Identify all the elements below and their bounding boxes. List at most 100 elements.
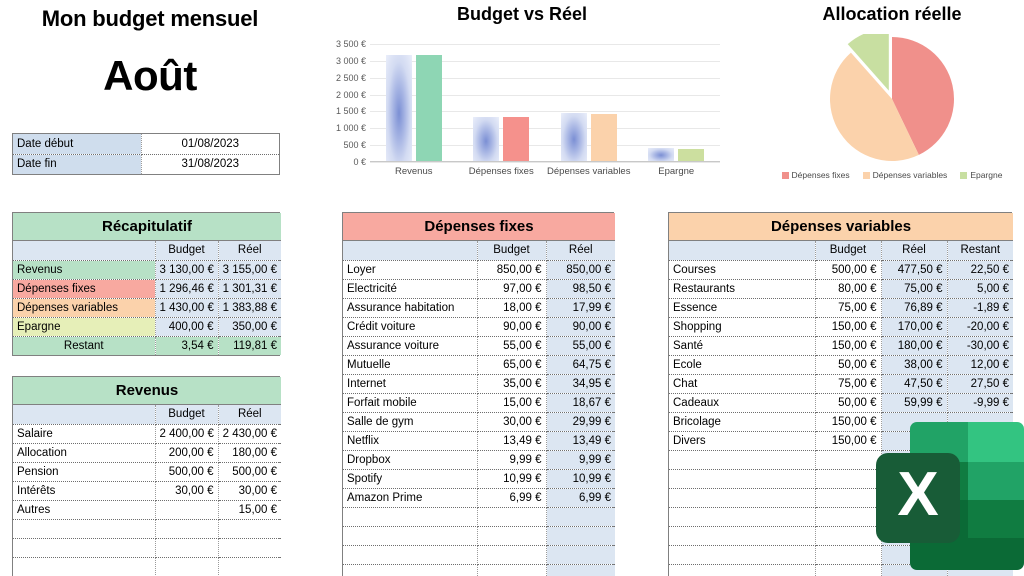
fixes-row-reel[interactable] (546, 526, 615, 546)
variables-row-reel[interactable]: 76,89 € (881, 298, 948, 318)
date-value[interactable]: 01/08/2023 (141, 134, 279, 155)
variables-row-budget[interactable]: 150,00 € (815, 412, 882, 432)
recap-column-header: Budget Réel (13, 240, 281, 261)
date-value[interactable]: 31/08/2023 (141, 154, 279, 174)
revenus-row-reel[interactable] (218, 557, 282, 576)
y-axis-tick-label: 2 500 € (335, 72, 366, 83)
variables-row-label: Chat (669, 374, 816, 394)
fixes-row-budget[interactable]: 13,49 € (477, 431, 547, 451)
variables-row-budget[interactable] (815, 526, 882, 546)
fixes-row-budget[interactable]: 65,00 € (477, 355, 547, 375)
revenus-row-budget[interactable]: 500,00 € (155, 462, 219, 482)
fixes-row-budget[interactable] (477, 507, 547, 527)
revenus-row-budget[interactable] (155, 557, 219, 576)
recap-row-reel[interactable]: 3 155,00 € (218, 260, 281, 280)
fixes-row-reel[interactable]: 29,99 € (546, 412, 615, 432)
fixes-row-budget[interactable]: 97,00 € (477, 279, 547, 299)
table-row: Date fin 31/08/2023 (13, 154, 279, 174)
fixes-row-reel[interactable]: 17,99 € (546, 298, 615, 318)
revenus-row-reel[interactable]: 180,00 € (218, 443, 282, 463)
revenus-row-budget[interactable] (155, 519, 219, 539)
variables-row-budget[interactable] (815, 507, 882, 527)
fixes-row-budget[interactable]: 850,00 € (477, 260, 547, 280)
variables-row-reel[interactable]: 47,50 € (881, 374, 948, 394)
revenus-row-budget[interactable]: 2 400,00 € (155, 424, 219, 444)
fixes-row-budget[interactable] (477, 545, 547, 565)
bar-chart-title: Budget vs Réel (456, 4, 588, 24)
recap-row-budget[interactable]: 400,00 € (155, 317, 219, 337)
variables-row-reel[interactable]: 38,00 € (881, 355, 948, 375)
revenus-row-reel[interactable]: 30,00 € (218, 481, 282, 501)
recap-row-reel[interactable]: 1 301,31 € (218, 279, 281, 299)
revenus-row-reel[interactable] (218, 519, 282, 539)
fixes-row-budget[interactable]: 55,00 € (477, 336, 547, 356)
grid-line (370, 162, 720, 163)
fixes-row-budget[interactable]: 30,00 € (477, 412, 547, 432)
fixes-row-reel[interactable] (546, 507, 615, 527)
revenus-row-budget[interactable] (155, 538, 219, 558)
variables-row-budget[interactable] (815, 564, 882, 576)
revenus-row-reel[interactable]: 15,00 € (218, 500, 282, 520)
fixes-row-reel[interactable] (546, 564, 615, 576)
fixes-row-reel[interactable]: 6,99 € (546, 488, 615, 508)
grid-line (370, 145, 720, 147)
fixes-row-reel[interactable]: 98,50 € (546, 279, 615, 299)
revenus-row-budget[interactable] (155, 500, 219, 520)
table-row: Forfait mobile 15,00 €18,67 € (343, 393, 615, 413)
table-row: Essence 75,00 €76,89 € -1,89 € (669, 298, 1014, 318)
fixes-row-reel[interactable]: 18,67 € (546, 393, 615, 413)
variables-row-reel[interactable]: 180,00 € (881, 336, 948, 356)
fixes-row-budget[interactable]: 15,00 € (477, 393, 547, 413)
variables-row-budget[interactable]: 150,00 € (815, 431, 882, 451)
variables-row-budget[interactable]: 75,00 € (815, 298, 882, 318)
revenus-row-reel[interactable]: 500,00 € (218, 462, 282, 482)
recap-row-budget[interactable]: 3 130,00 € (155, 260, 219, 280)
variables-row-reel[interactable]: 59,99 € (881, 393, 948, 413)
fixes-row-reel[interactable]: 9,99 € (546, 450, 615, 470)
fixes-row-reel[interactable]: 55,00 € (546, 336, 615, 356)
variables-row-budget[interactable] (815, 469, 882, 489)
variables-row-budget[interactable]: 150,00 € (815, 317, 882, 337)
grid-line (370, 60, 720, 62)
variables-row-budget[interactable]: 75,00 € (815, 374, 882, 394)
variables-row-budget[interactable] (815, 545, 882, 565)
pie-chart-legend: Dépenses fixes Dépenses variables Epargne (760, 170, 1024, 180)
fixes-row-budget[interactable]: 10,99 € (477, 469, 547, 489)
variables-row-budget[interactable]: 50,00 € (815, 393, 882, 413)
variables-row-budget[interactable]: 80,00 € (815, 279, 882, 299)
pie-legend-swatch (960, 171, 968, 179)
variables-row-budget[interactable]: 150,00 € (815, 336, 882, 356)
table-row: Pension 500,00 €500,00 € (13, 462, 282, 482)
recap-row-reel[interactable]: 1 383,88 € (218, 298, 281, 318)
fixes-row-budget[interactable]: 35,00 € (477, 374, 547, 394)
fixes-row-reel[interactable]: 850,00 € (546, 260, 615, 280)
variables-row-budget[interactable] (815, 450, 882, 470)
recap-row-reel[interactable]: 350,00 € (218, 317, 281, 337)
variables-row-budget[interactable] (815, 488, 882, 508)
fixes-row-reel[interactable]: 64,75 € (546, 355, 615, 375)
fixes-row-budget[interactable]: 90,00 € (477, 317, 547, 337)
fixes-row-reel[interactable]: 34,95 € (546, 374, 615, 394)
fixes-row-budget[interactable]: 18,00 € (477, 298, 547, 318)
variables-row-reel[interactable]: 477,50 € (881, 260, 948, 280)
recap-row-budget[interactable]: 1 296,46 € (155, 279, 219, 299)
variables-row-budget[interactable]: 50,00 € (815, 355, 882, 375)
fixes-row-reel[interactable] (546, 545, 615, 565)
variables-row-reel[interactable]: 170,00 € (881, 317, 948, 337)
variables-row-label (669, 507, 816, 527)
fixes-row-reel[interactable]: 13,49 € (546, 431, 615, 451)
revenus-row-reel[interactable]: 2 430,00 € (218, 424, 282, 444)
bar-reel-1 (415, 55, 442, 161)
fixes-row-budget[interactable] (477, 564, 547, 576)
revenus-row-budget[interactable]: 200,00 € (155, 443, 219, 463)
fixes-row-reel[interactable]: 10,99 € (546, 469, 615, 489)
revenus-row-budget[interactable]: 30,00 € (155, 481, 219, 501)
fixes-row-budget[interactable]: 9,99 € (477, 450, 547, 470)
fixes-row-budget[interactable]: 6,99 € (477, 488, 547, 508)
variables-row-budget[interactable]: 500,00 € (815, 260, 882, 280)
revenus-row-reel[interactable] (218, 538, 282, 558)
variables-row-reel[interactable]: 75,00 € (881, 279, 948, 299)
fixes-row-reel[interactable]: 90,00 € (546, 317, 615, 337)
fixes-row-budget[interactable] (477, 526, 547, 546)
recap-row-budget[interactable]: 1 430,00 € (155, 298, 219, 318)
